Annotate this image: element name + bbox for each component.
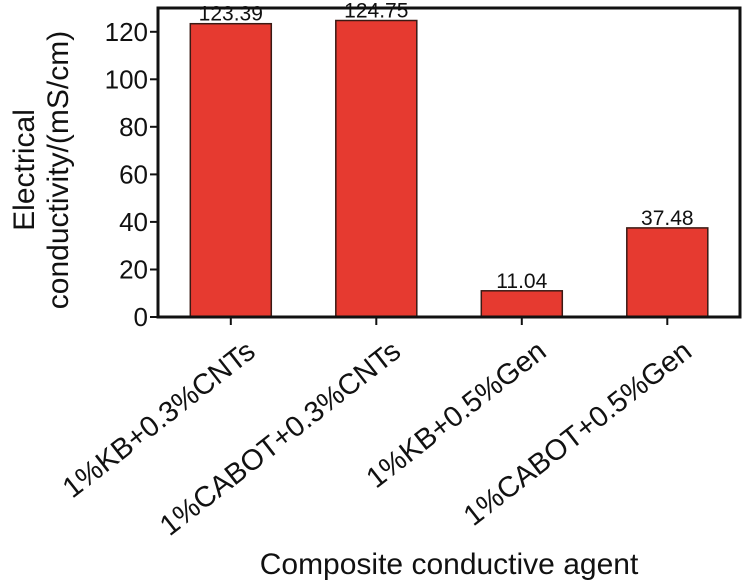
y-tick-label-100: 100: [105, 64, 148, 94]
bar-4: [626, 227, 709, 318]
bar-value-label-1: 123.39: [199, 3, 263, 26]
y-axis-title-line-2: conductivity/(mS/cm): [42, 31, 75, 309]
y-ticks-group: 0 20 40 60 80 100 120: [105, 17, 158, 332]
y-tick-label-120: 120: [105, 17, 148, 47]
bar-value-label-3: 11.04: [496, 270, 547, 293]
x-axis-title: Composite conductive agent: [260, 548, 639, 581]
category-label-2: 1%CABOT+0.3%CNTs: [154, 335, 407, 542]
bars-group: [189, 19, 709, 318]
y-tick-label-0: 0: [134, 302, 148, 332]
bar-1: [189, 22, 273, 318]
y-axis-title: Electrical conductivity/(mS/cm): [8, 31, 75, 309]
bar-2: [335, 19, 418, 318]
y-tick-label-80: 80: [119, 112, 148, 142]
y-axis-title-line-1: Electrical: [8, 109, 41, 231]
data-labels-group: 123.39 124.75 11.04 37.48: [199, 0, 694, 293]
plot-frame: [156, 6, 742, 319]
y-tick-label-40: 40: [119, 207, 148, 237]
bar-value-label-4: 37.48: [641, 207, 694, 230]
y-tick-label-60: 60: [119, 159, 148, 189]
y-tick-label-20: 20: [119, 255, 148, 285]
bar-value-label-2: 124.75: [344, 0, 408, 23]
category-labels-group: 1%KB+0.3%CNTs1%CABOT+0.3%CNTs1%KB+0.5%Ge…: [57, 335, 698, 542]
bar-3: [480, 290, 564, 318]
